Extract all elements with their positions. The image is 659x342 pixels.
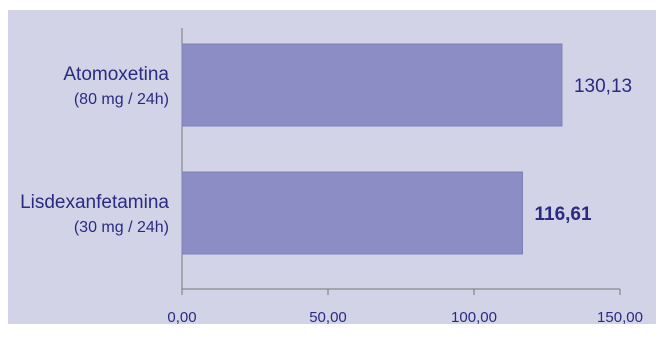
chart-labels: 130,13 Atomoxetina (80 mg / 24h) 116,61 Lisd… (20, 64, 632, 236)
chart-bars (181, 43, 563, 255)
category-label: Lisdexanfetamina (20, 192, 169, 213)
bar-value-label: 116,61 (535, 204, 592, 225)
chart-axes: 0,00 50,00 100,00 150,00 (167, 28, 643, 326)
category-sublabel: (30 mg / 24h) (74, 219, 169, 236)
category-sublabel: (80 mg / 24h) (74, 91, 169, 108)
x-tick-label: 150,00 (597, 309, 643, 326)
bar (181, 171, 524, 255)
x-tick-label: 0,00 (167, 309, 196, 326)
x-tick-label: 100,00 (451, 309, 497, 326)
category-label: Atomoxetina (63, 64, 169, 85)
bar-value-label: 130,13 (574, 76, 632, 97)
bar (181, 43, 563, 127)
x-tick-label: 50,00 (309, 309, 347, 326)
